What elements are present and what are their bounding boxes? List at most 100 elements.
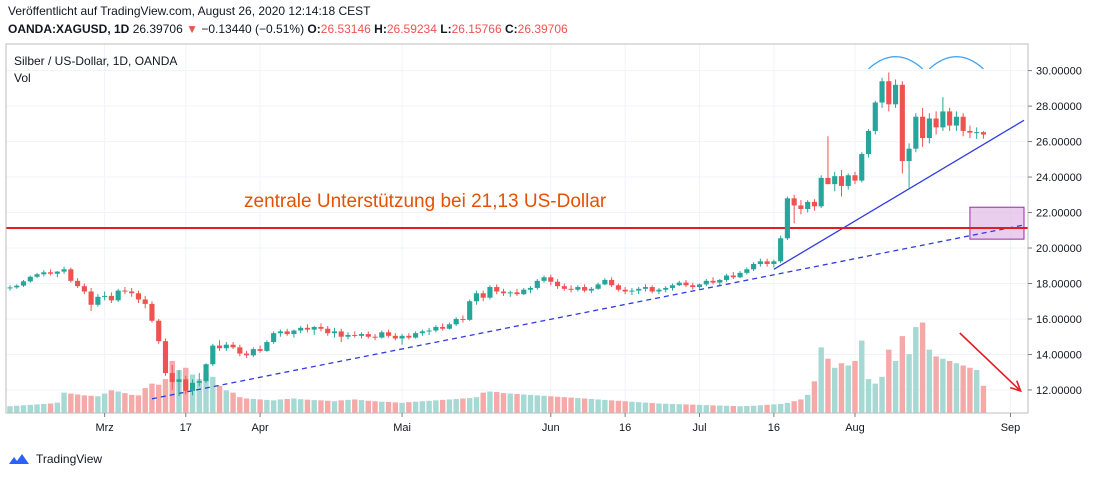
candle bbox=[311, 326, 317, 335]
candle-body bbox=[865, 130, 872, 154]
volume-bar bbox=[399, 402, 405, 413]
volume-bar bbox=[230, 392, 236, 413]
price-chart[interactable]: 30.00000 28.00000 26.00000 24.00000 22.00000… bbox=[0, 40, 1100, 440]
candle bbox=[122, 287, 128, 295]
volume-bar bbox=[933, 356, 939, 413]
price-change: −0.13440 (−0.51%) bbox=[201, 22, 305, 36]
candle-body bbox=[250, 349, 256, 356]
symbol-info-bar: OANDA:XAGUSD, 1D 26.39706 ▼ −0.13440 (−0… bbox=[8, 22, 568, 36]
candle-body bbox=[7, 287, 13, 289]
candle-body bbox=[453, 318, 459, 325]
volume-bar bbox=[825, 358, 831, 413]
volume-bar bbox=[771, 404, 777, 413]
volume-bar bbox=[257, 399, 263, 413]
candle bbox=[892, 79, 899, 108]
symbol-name[interactable]: OANDA:XAGUSD, 1D bbox=[8, 22, 130, 36]
candle bbox=[663, 286, 669, 293]
candle-body bbox=[47, 272, 54, 274]
candle-body bbox=[122, 290, 128, 292]
volume-bar bbox=[541, 395, 547, 413]
candle bbox=[649, 285, 655, 294]
y-tick-label: 20.00000 bbox=[1036, 243, 1082, 255]
candle-body bbox=[379, 332, 385, 338]
candle-body bbox=[271, 333, 277, 343]
volume-bar bbox=[54, 402, 61, 413]
candle-body bbox=[960, 116, 966, 131]
volume-bar bbox=[108, 390, 115, 413]
candle bbox=[940, 97, 946, 131]
volume-bar bbox=[270, 400, 277, 413]
candle bbox=[703, 279, 709, 287]
candle bbox=[838, 169, 845, 197]
volume-bar bbox=[818, 347, 824, 413]
candle-body bbox=[162, 341, 169, 374]
open-value: 26.53146 bbox=[320, 22, 371, 36]
volume-bar bbox=[81, 395, 88, 413]
x-tick-label: Mai bbox=[393, 422, 411, 434]
candle-body bbox=[149, 303, 155, 321]
candle-body bbox=[629, 290, 635, 292]
candle-body bbox=[27, 276, 33, 282]
volume-bar bbox=[385, 401, 392, 413]
candle-body bbox=[974, 132, 980, 134]
volume-bar bbox=[514, 394, 520, 413]
candle-body bbox=[41, 272, 47, 275]
candle-body bbox=[325, 328, 331, 334]
candle bbox=[960, 113, 966, 137]
candle bbox=[595, 282, 601, 290]
candle-body bbox=[88, 291, 94, 305]
candle-body bbox=[433, 326, 439, 331]
footer-brand[interactable]: TradingView bbox=[36, 452, 103, 466]
x-tick-label: Apr bbox=[252, 422, 269, 434]
volume-bar bbox=[95, 396, 101, 413]
close-label: C: bbox=[504, 22, 518, 36]
volume-bar bbox=[764, 404, 770, 413]
tradingview-logo-icon[interactable] bbox=[8, 452, 30, 466]
volume-bar bbox=[717, 405, 723, 413]
volume-bar bbox=[392, 402, 399, 413]
candle-body bbox=[331, 331, 338, 334]
low-value: 26.15766 bbox=[451, 22, 502, 36]
y-tick-label: 26.00000 bbox=[1036, 137, 1082, 149]
candle-body bbox=[480, 293, 486, 298]
volume-bar bbox=[879, 376, 885, 413]
volume-bar bbox=[338, 400, 344, 413]
candle bbox=[379, 330, 385, 339]
volume-bar bbox=[311, 400, 317, 413]
candle-body bbox=[730, 275, 736, 278]
volume-bar bbox=[960, 365, 966, 413]
candle-body bbox=[264, 342, 270, 351]
candle-body bbox=[751, 263, 757, 270]
x-tick-label: 16 bbox=[619, 422, 631, 434]
volume-bar bbox=[926, 349, 933, 413]
x-tick-label: Jul bbox=[692, 422, 706, 434]
volume-bar bbox=[433, 400, 439, 413]
volume-bar bbox=[196, 379, 202, 413]
candle bbox=[156, 318, 162, 344]
candle-body bbox=[784, 198, 790, 239]
volume-bar bbox=[676, 404, 682, 413]
candle bbox=[933, 111, 939, 135]
candle bbox=[636, 287, 642, 295]
volume-bar bbox=[953, 363, 960, 413]
low-label: L: bbox=[440, 22, 452, 36]
candle bbox=[291, 329, 297, 338]
candle-body bbox=[494, 287, 500, 292]
trendline-solid bbox=[773, 119, 1025, 270]
candle bbox=[54, 271, 60, 278]
candle-body bbox=[602, 279, 608, 285]
candle bbox=[568, 285, 574, 293]
candle-body bbox=[507, 292, 513, 294]
support-zone-rect bbox=[969, 206, 1025, 240]
footer: TradingView bbox=[8, 452, 102, 466]
candle bbox=[811, 199, 818, 211]
candle-body bbox=[75, 280, 81, 287]
close-value: 26.39706 bbox=[517, 22, 568, 36]
volume-bar bbox=[534, 395, 540, 413]
high-value: 26.59234 bbox=[386, 22, 437, 36]
candle-body bbox=[318, 326, 324, 329]
candle-body bbox=[419, 331, 425, 334]
candle-body bbox=[561, 286, 567, 289]
candle-body bbox=[906, 148, 912, 162]
candle bbox=[859, 152, 865, 183]
